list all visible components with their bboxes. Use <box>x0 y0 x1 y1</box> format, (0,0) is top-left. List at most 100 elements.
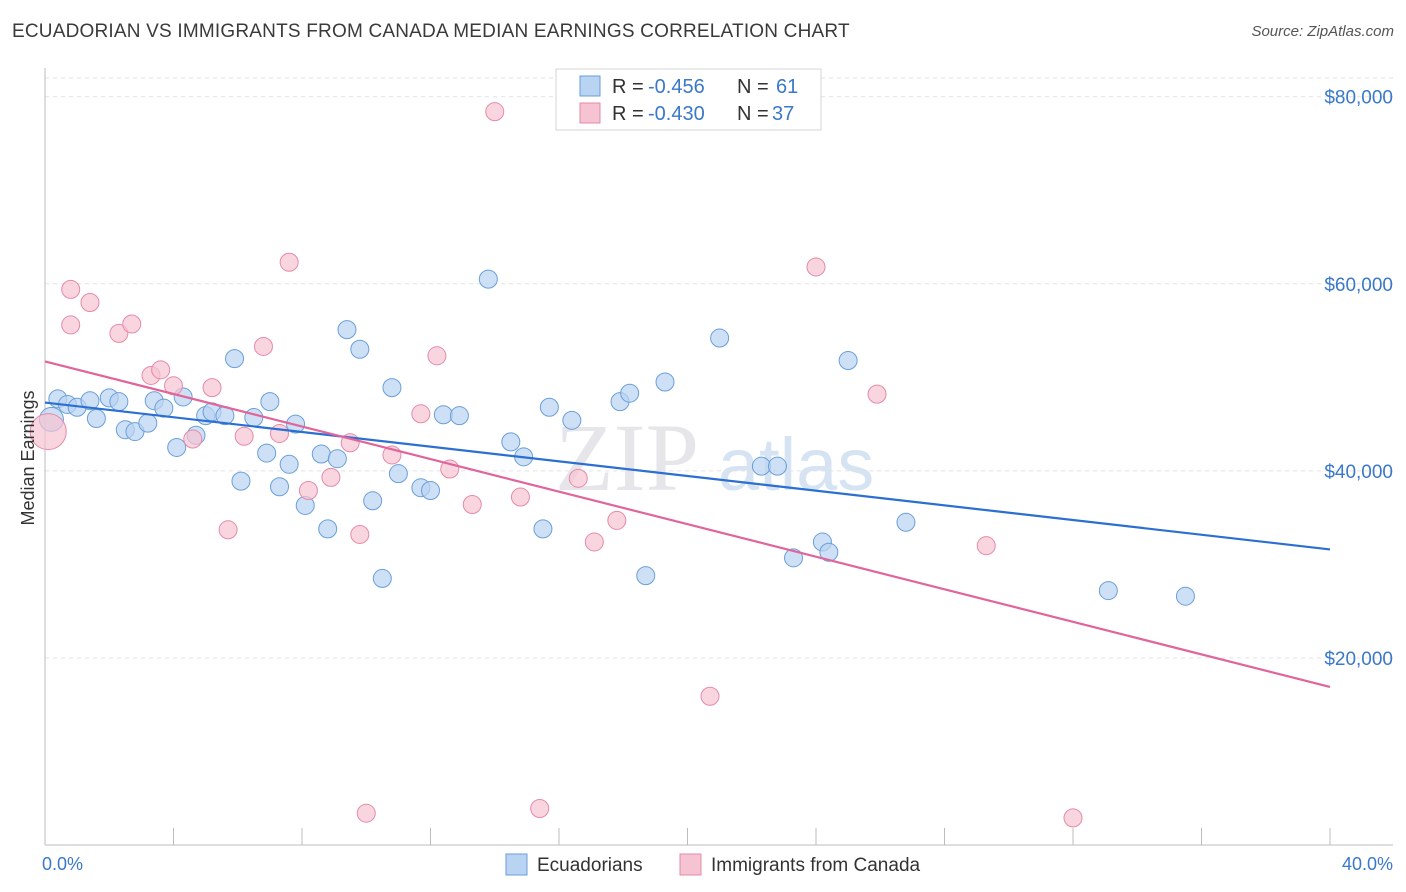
tick-labels: $20,000 $40,000 $60,000 $80,000 0.0% 40.0% <box>42 88 1393 874</box>
canada-immigrant-point <box>298 480 318 500</box>
ecuadorians-point <box>257 443 277 463</box>
ecuadorians-point <box>421 480 440 500</box>
ecuadorians-point <box>539 397 559 417</box>
canada-immigrant-point <box>218 520 238 540</box>
ecuadorians-point <box>350 339 370 359</box>
y-tick-label: $60,000 <box>1324 275 1393 296</box>
canada-immigrant-point <box>29 413 67 451</box>
legend-swatch-pink <box>579 102 601 124</box>
canada-immigrant-point <box>202 378 222 398</box>
ecuadorians-point <box>270 477 290 497</box>
canada-immigrant-point <box>61 315 81 335</box>
source-credit: Source: ZipAtlas.com <box>1251 23 1394 40</box>
legend-r-value-1: -0.456 <box>648 76 705 98</box>
canada-immigrant-point <box>356 803 376 823</box>
ecuadorians-point <box>751 456 771 476</box>
canada-immigrant-point <box>122 314 142 334</box>
y-axis-label: Median Earnings <box>18 390 38 525</box>
y-tick-label: $40,000 <box>1324 462 1393 483</box>
watermark-atlas: atlas <box>718 423 874 506</box>
immigrants-from-canada-points <box>29 102 1083 828</box>
ecuadorians-point <box>318 519 338 539</box>
ecuadorians-point <box>655 372 675 392</box>
legend-n-label-2: N = <box>737 103 769 125</box>
canada-immigrant-point <box>279 252 299 272</box>
legend-swatch-blue <box>579 75 601 97</box>
ecuadorians-point <box>244 408 264 428</box>
ecuadorians-point <box>710 328 730 348</box>
bottom-legend-label-canada: Immigrants from Canada <box>711 855 921 876</box>
canada-immigrant-point <box>427 346 447 366</box>
ecuadorians-point <box>838 350 858 370</box>
y-tick-label: $20,000 <box>1324 649 1393 670</box>
ecuadorians-point <box>327 449 347 469</box>
canada-immigrant-point <box>976 536 996 556</box>
ecuadorians-point <box>819 542 839 562</box>
ecuadorians-point <box>896 512 916 532</box>
ecuadorians-point <box>167 437 187 457</box>
ecuadorians-point <box>478 269 498 289</box>
ecuadorians-point <box>1175 586 1195 606</box>
canada-immigrant-point <box>485 102 505 122</box>
canada-immigrant-point <box>510 487 530 507</box>
canada-immigrant-point <box>350 524 370 544</box>
canada-immigrant-point <box>867 384 887 404</box>
canada-immigrant-point <box>568 468 588 488</box>
canada-immigrant-point <box>607 510 627 530</box>
canada-immigrant-point <box>234 426 254 446</box>
canada-immigrant-point <box>1063 808 1083 828</box>
ecuadorians-point <box>337 320 357 340</box>
trend-lines <box>44 360 1331 688</box>
ecuadorians-point <box>109 392 129 412</box>
ecuadorians-point <box>231 471 251 491</box>
legend-n-value-2: 37 <box>772 103 794 125</box>
ecuadorians-point <box>225 349 245 369</box>
bottom-legend-swatch-pink <box>679 853 702 876</box>
canada-immigrant-point <box>584 532 604 552</box>
canada-immigrant-point <box>253 336 273 356</box>
ecuadorians-point <box>260 392 280 412</box>
ecuadorians-point <box>363 491 383 511</box>
ecuadorians-point <box>533 519 553 539</box>
x-tick-label: 0.0% <box>42 854 83 874</box>
canada-immigrant-point <box>806 257 826 277</box>
legend-n-label-1: N = <box>737 76 769 98</box>
bottom-legend: Ecuadorians Immigrants from Canada <box>505 853 921 876</box>
ecuadorians-point <box>562 410 582 430</box>
ecuadorians-point <box>86 408 106 428</box>
chart-title: ECUADORIAN VS IMMIGRANTS FROM CANADA MED… <box>12 21 850 42</box>
legend-r-label-1: R = <box>612 76 644 98</box>
ecuadorians-point <box>388 464 408 484</box>
legend-r-label-2: R = <box>612 103 644 125</box>
axes <box>44 68 1393 846</box>
canada-immigrant-point <box>183 429 203 449</box>
canada-immigrant-point <box>411 404 431 424</box>
y-tick-label: $80,000 <box>1324 88 1393 109</box>
canada-immigrant-point <box>700 686 720 706</box>
canada-immigrant-point <box>151 360 171 380</box>
ecuadorians-point <box>433 405 453 425</box>
canada-immigrant-point <box>462 495 482 515</box>
gridlines <box>45 77 1393 659</box>
canada-immigrant-point <box>61 279 81 299</box>
ecuadorians-trend-line <box>44 401 1331 551</box>
ecuadorians-point <box>138 413 158 433</box>
ecuadorians-point <box>767 456 787 476</box>
canada-immigrant-point <box>270 423 290 443</box>
ecuadorians-point <box>501 432 521 452</box>
ecuadorians-point <box>80 391 100 411</box>
ecuadorians-point <box>311 444 331 464</box>
legend-r-value-2: -0.430 <box>648 103 705 125</box>
x-tick-label: 40.0% <box>1342 854 1393 874</box>
ecuadorians-point <box>372 568 392 588</box>
ecuadorians-point <box>620 383 640 403</box>
canada-trend-line <box>44 360 1331 688</box>
legend-n-value-1: 61 <box>776 76 798 98</box>
canada-immigrant-point <box>109 323 129 343</box>
ecuadorians-point <box>784 548 804 568</box>
top-legend: R = -0.456 N = 61 R = -0.430 N = 37 <box>555 68 822 131</box>
ecuadorians-point <box>1098 581 1118 601</box>
canada-immigrant-point <box>80 292 100 312</box>
ecuadorians-point <box>449 406 469 426</box>
